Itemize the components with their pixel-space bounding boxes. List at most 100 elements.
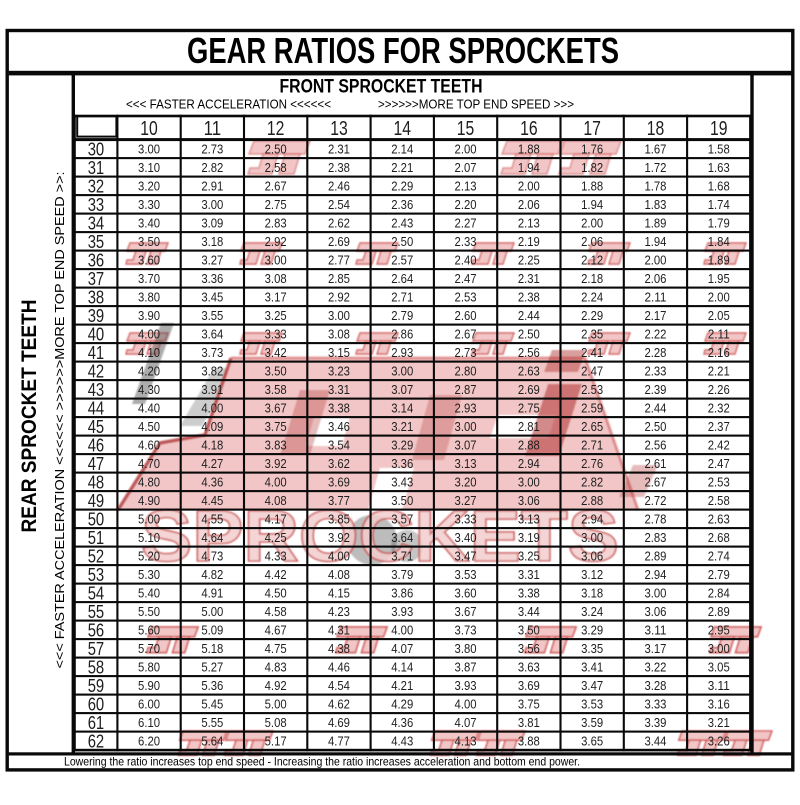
svg-text:2.21: 2.21	[391, 160, 413, 175]
svg-text:2.58: 2.58	[708, 493, 730, 508]
svg-text:54: 54	[88, 583, 105, 603]
svg-text:3.27: 3.27	[455, 493, 477, 508]
svg-text:2.71: 2.71	[581, 437, 603, 452]
svg-text:3.18: 3.18	[581, 585, 603, 600]
svg-text:3.33: 3.33	[644, 696, 666, 711]
svg-text:3.31: 3.31	[518, 567, 540, 582]
svg-text:3.60: 3.60	[138, 252, 160, 267]
svg-text:3.16: 3.16	[708, 696, 730, 711]
svg-text:3.50: 3.50	[138, 234, 160, 249]
svg-text:2.82: 2.82	[201, 160, 223, 175]
svg-text:3.13: 3.13	[455, 456, 477, 471]
svg-text:4.54: 4.54	[328, 678, 350, 693]
svg-text:5.40: 5.40	[138, 585, 160, 600]
svg-text:4.18: 4.18	[201, 437, 223, 452]
svg-text:2.50: 2.50	[644, 419, 666, 434]
svg-text:3.12: 3.12	[581, 567, 603, 582]
svg-text:15: 15	[457, 118, 475, 140]
svg-text:3.53: 3.53	[455, 567, 477, 582]
svg-text:2.47: 2.47	[708, 456, 730, 471]
svg-text:4.00: 4.00	[328, 548, 350, 563]
svg-text:1.74: 1.74	[708, 197, 730, 212]
svg-text:16: 16	[520, 118, 538, 140]
svg-text:1.83: 1.83	[644, 197, 666, 212]
svg-text:2.75: 2.75	[518, 400, 540, 415]
svg-text:30: 30	[88, 139, 105, 159]
svg-text:4.33: 4.33	[265, 548, 287, 563]
svg-text:2.06: 2.06	[644, 271, 666, 286]
svg-text:13: 13	[330, 118, 348, 140]
svg-text:3.10: 3.10	[138, 160, 160, 175]
svg-text:52: 52	[88, 546, 105, 566]
svg-text:2.95: 2.95	[708, 622, 730, 637]
svg-text:3.13: 3.13	[518, 511, 540, 526]
svg-text:1.78: 1.78	[644, 178, 666, 193]
svg-text:3.50: 3.50	[518, 622, 540, 637]
svg-text:3.11: 3.11	[708, 678, 730, 693]
svg-text:3.80: 3.80	[455, 641, 477, 656]
svg-text:4.36: 4.36	[391, 715, 413, 730]
svg-text:4.92: 4.92	[265, 678, 287, 693]
svg-text:5.00: 5.00	[201, 604, 223, 619]
svg-text:3.25: 3.25	[265, 308, 287, 323]
svg-text:4.77: 4.77	[328, 733, 350, 748]
svg-text:1.82: 1.82	[581, 160, 603, 175]
svg-text:3.35: 3.35	[581, 641, 603, 656]
svg-text:2.33: 2.33	[455, 234, 477, 249]
svg-text:2.57: 2.57	[391, 252, 413, 267]
svg-text:4.30: 4.30	[138, 382, 160, 397]
svg-text:2.64: 2.64	[391, 271, 413, 286]
svg-text:2.31: 2.31	[518, 271, 540, 286]
svg-text:2.38: 2.38	[328, 160, 350, 175]
svg-text:2.38: 2.38	[518, 289, 540, 304]
svg-text:5.55: 5.55	[201, 715, 223, 730]
svg-text:2.94: 2.94	[581, 511, 603, 526]
svg-text:2.22: 2.22	[644, 326, 666, 341]
svg-text:5.90: 5.90	[138, 678, 160, 693]
svg-text:3.47: 3.47	[455, 548, 477, 563]
svg-text:3.21: 3.21	[391, 419, 413, 434]
svg-text:2.56: 2.56	[644, 437, 666, 452]
svg-text:2.83: 2.83	[265, 215, 287, 230]
svg-text:2.82: 2.82	[581, 474, 603, 489]
svg-text:2.94: 2.94	[644, 567, 666, 582]
svg-text:3.50: 3.50	[265, 363, 287, 378]
svg-text:58: 58	[88, 657, 105, 677]
svg-text:2.69: 2.69	[328, 234, 350, 249]
svg-text:3.93: 3.93	[455, 678, 477, 693]
svg-text:3.27: 3.27	[201, 252, 223, 267]
svg-text:4.36: 4.36	[201, 474, 223, 489]
svg-text:2.67: 2.67	[265, 178, 287, 193]
svg-text:2.87: 2.87	[455, 382, 477, 397]
svg-text:3.00: 3.00	[581, 530, 603, 545]
svg-text:2.67: 2.67	[455, 326, 477, 341]
svg-text:45: 45	[88, 417, 105, 437]
svg-text:1.88: 1.88	[518, 141, 540, 156]
svg-text:2.77: 2.77	[328, 252, 350, 267]
svg-text:3.75: 3.75	[265, 419, 287, 434]
svg-text:4.07: 4.07	[455, 715, 477, 730]
svg-text:38: 38	[88, 287, 105, 307]
svg-text:5.50: 5.50	[138, 604, 160, 619]
svg-text:2.59: 2.59	[581, 400, 603, 415]
svg-text:3.33: 3.33	[265, 326, 287, 341]
svg-text:4.10: 4.10	[138, 345, 160, 360]
svg-text:2.63: 2.63	[708, 511, 730, 526]
svg-text:2.58: 2.58	[265, 160, 287, 175]
svg-text:4.38: 4.38	[328, 641, 350, 656]
svg-text:1.89: 1.89	[708, 252, 730, 267]
svg-text:3.00: 3.00	[708, 641, 730, 656]
svg-text:2.68: 2.68	[708, 530, 730, 545]
svg-text:4.17: 4.17	[265, 511, 287, 526]
svg-text:3.60: 3.60	[455, 585, 477, 600]
svg-text:5.30: 5.30	[138, 567, 160, 582]
svg-text:2.44: 2.44	[518, 308, 540, 323]
svg-text:1.79: 1.79	[708, 215, 730, 230]
svg-text:2.65: 2.65	[581, 419, 603, 434]
svg-text:4.60: 4.60	[138, 437, 160, 452]
svg-text:4.67: 4.67	[265, 622, 287, 637]
svg-text:2.88: 2.88	[518, 437, 540, 452]
svg-text:3.38: 3.38	[518, 585, 540, 600]
svg-text:4.62: 4.62	[328, 696, 350, 711]
svg-text:3.87: 3.87	[455, 659, 477, 674]
